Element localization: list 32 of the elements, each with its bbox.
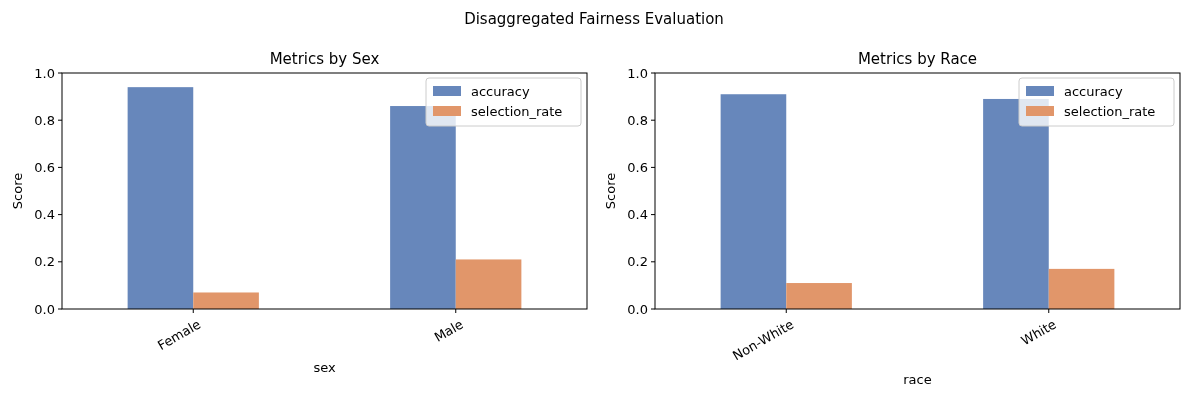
chart-title: Metrics by Race: [857, 50, 978, 68]
legend-label: selection_rate: [1064, 103, 1156, 119]
y-tick-label: 0.6: [627, 159, 648, 175]
legend-label: selection_rate: [471, 103, 563, 119]
bar: [455, 259, 522, 309]
x-axis-title: race: [903, 372, 932, 387]
bar: [720, 94, 787, 309]
y-tick-label: 0.6: [34, 159, 55, 175]
y-tick-label: 0.8: [627, 112, 648, 128]
y-tick-label: 0.4: [627, 207, 648, 223]
bar: [1048, 268, 1115, 309]
chart-title: Metrics by Sex: [269, 50, 380, 68]
y-axis-title: Score: [10, 172, 25, 210]
bar: [786, 283, 852, 309]
x-tick-label: White: [1018, 316, 1059, 349]
y-tick-label: 0.8: [34, 112, 55, 128]
legend-label: accuracy: [471, 83, 530, 99]
text: Disaggregated Fairness Evaluation: [464, 10, 724, 28]
y-tick-label: 0.0: [34, 301, 55, 317]
y-tick-label: 0.4: [34, 207, 55, 223]
y-tick-label: 0.2: [34, 254, 55, 270]
bar: [193, 292, 259, 309]
bar: [390, 106, 456, 309]
bar: [127, 87, 194, 309]
y-axis-title: Score: [603, 172, 618, 210]
y-tick-label: 0.2: [627, 254, 648, 270]
y-tick-label: 1.0: [34, 65, 55, 81]
x-tick-label: Male: [431, 316, 466, 345]
y-tick-label: 1.0: [627, 65, 648, 81]
x-axis-title: sex: [313, 360, 336, 375]
legend-label: accuracy: [1064, 83, 1123, 99]
y-tick-label: 0.0: [627, 301, 648, 317]
